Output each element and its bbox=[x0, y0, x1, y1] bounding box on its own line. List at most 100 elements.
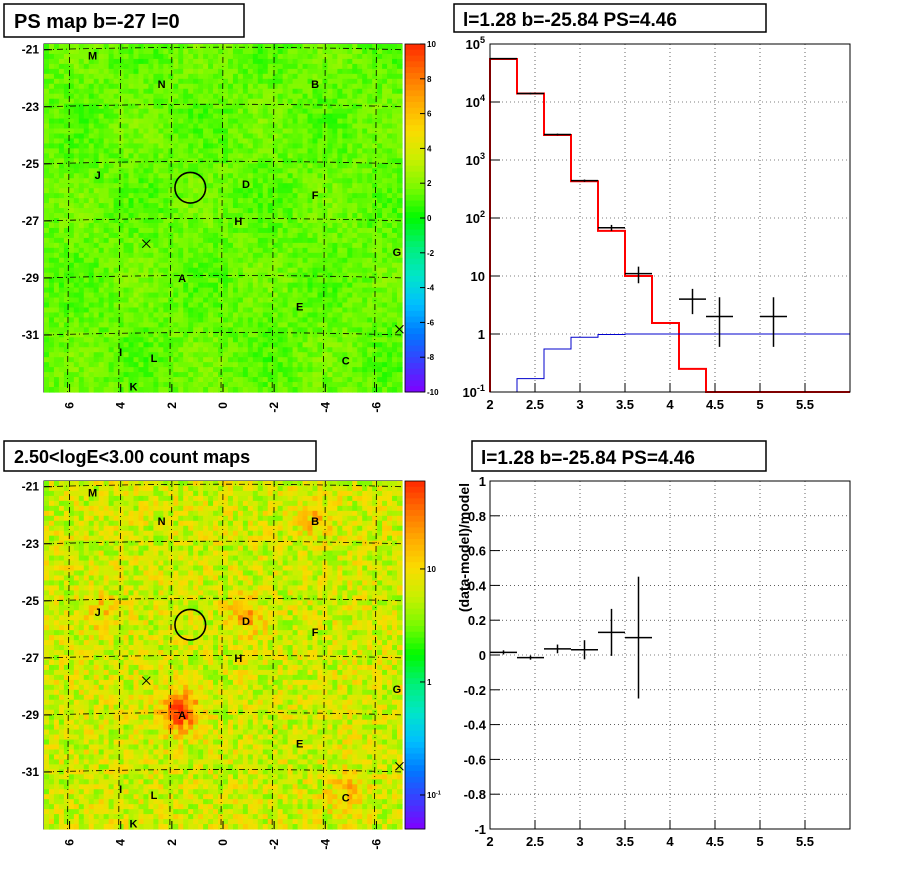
colorbar-tick-label: 0 bbox=[427, 214, 432, 223]
y-tick-label: 0.2 bbox=[468, 613, 486, 628]
source-label: H bbox=[234, 216, 242, 228]
colorbar-tick-label: -8 bbox=[427, 353, 435, 362]
source-label: C bbox=[342, 356, 350, 368]
y-tick-label: 1 bbox=[478, 327, 485, 342]
y-tick-label: -0.6 bbox=[464, 752, 486, 767]
x-tick-label: 4 bbox=[114, 402, 128, 409]
source-label: K bbox=[130, 381, 138, 393]
source-label: M bbox=[88, 50, 97, 62]
colorbar-tick-label: 6 bbox=[427, 110, 432, 119]
x-tick-label: 4 bbox=[114, 839, 128, 846]
y-tick-label: -0.2 bbox=[464, 683, 486, 698]
y-tick-label: -23 bbox=[22, 100, 40, 114]
spectrum-panel: l=1.28 b=-25.84 PS=4.46 2 2.5 3 3.5 4 4.5 5 5.5… bbox=[449, 0, 898, 437]
x-tick-label: 2 bbox=[486, 397, 493, 412]
source-label: N bbox=[158, 79, 166, 91]
y-tick-label: -0.4 bbox=[464, 718, 487, 733]
colorbar-tick-label: 8 bbox=[427, 75, 432, 84]
x-tick-label: 3 bbox=[576, 834, 583, 849]
source-label: D bbox=[242, 179, 250, 191]
y-tick-label: 102 bbox=[465, 209, 485, 226]
x-tick-label: 4 bbox=[666, 834, 674, 849]
source-label: L bbox=[151, 353, 158, 365]
y-axis-label: (data-model)/model bbox=[456, 483, 472, 612]
ps-map-title: PS map b=-27 l=0 bbox=[14, 11, 180, 33]
y-tick-label: -21 bbox=[22, 480, 40, 494]
x-tick-label: 5 bbox=[756, 834, 763, 849]
colorbar-tick-label: 10 bbox=[427, 40, 436, 49]
source-label: G bbox=[393, 684, 402, 696]
source-label: I bbox=[119, 347, 122, 359]
x-tick-label: 2.5 bbox=[526, 834, 544, 849]
x-tick-label: 4.5 bbox=[706, 834, 724, 849]
x-tick-label: 5 bbox=[756, 397, 763, 412]
x-tick-label: 0 bbox=[216, 839, 230, 846]
x-tick-label: 3 bbox=[576, 397, 583, 412]
source-label: A bbox=[178, 710, 186, 722]
y-tick-label: -1 bbox=[474, 822, 486, 837]
colorbar-tick-label: 1 bbox=[427, 678, 432, 687]
x-tick-label: 6 bbox=[63, 839, 77, 846]
source-label: H bbox=[234, 653, 242, 665]
source-label: N bbox=[158, 516, 166, 528]
source-label: J bbox=[95, 170, 101, 182]
x-tick-label: 2.5 bbox=[526, 397, 544, 412]
spectrum-title: l=1.28 b=-25.84 PS=4.46 bbox=[463, 10, 677, 31]
x-tick-label: 3.5 bbox=[616, 834, 634, 849]
x-tick-label: 3.5 bbox=[616, 397, 634, 412]
x-tick-label: -6 bbox=[369, 839, 383, 850]
y-tick-label: 10-1 bbox=[462, 383, 485, 400]
y-tick-label: 105 bbox=[465, 35, 485, 52]
x-tick-label: -4 bbox=[318, 402, 332, 413]
source-label: D bbox=[242, 616, 250, 628]
colorbar-tick-label: 10 bbox=[427, 565, 436, 574]
source-label: B bbox=[311, 516, 319, 528]
x-tick-label: 5.5 bbox=[796, 397, 814, 412]
y-tick-label: -0.8 bbox=[464, 787, 486, 802]
y-tick-label: -23 bbox=[22, 537, 40, 551]
x-tick-label: 2 bbox=[165, 402, 179, 409]
x-tick-label: -6 bbox=[369, 402, 383, 413]
source-label: B bbox=[311, 79, 319, 91]
colorbar-tick-label: 2 bbox=[427, 179, 432, 188]
source-label: J bbox=[95, 607, 101, 619]
y-tick-label: 103 bbox=[465, 151, 485, 168]
colorbar-tick-label: -2 bbox=[427, 249, 435, 258]
y-tick-label: -29 bbox=[22, 271, 40, 285]
y-tick-label: 10 bbox=[471, 269, 485, 284]
y-tick-label: 1 bbox=[479, 474, 486, 489]
x-tick-label: 2 bbox=[486, 834, 493, 849]
residual-title: l=1.28 b=-25.84 PS=4.46 bbox=[481, 448, 695, 469]
colorbar-tick-label: -6 bbox=[427, 318, 435, 327]
source-label: L bbox=[151, 790, 158, 802]
count-map-title: 2.50<logE<3.00 count maps bbox=[14, 447, 250, 467]
y-tick-label: -31 bbox=[22, 328, 40, 342]
y-tick-label: -31 bbox=[22, 765, 40, 779]
x-tick-label: 4.5 bbox=[706, 397, 724, 412]
source-label: F bbox=[312, 627, 319, 639]
y-tick-label: -25 bbox=[22, 157, 40, 171]
x-tick-label: 5.5 bbox=[796, 834, 814, 849]
y-tick-label: -29 bbox=[22, 708, 40, 722]
x-tick-label: 6 bbox=[63, 402, 77, 409]
colorbar-tick-label: -10 bbox=[427, 388, 439, 397]
x-tick-label: 0 bbox=[216, 402, 230, 409]
y-tick-label: 104 bbox=[465, 93, 485, 110]
x-tick-label: 4 bbox=[666, 397, 674, 412]
colorbar-tick-label: -4 bbox=[427, 284, 435, 293]
source-label: I bbox=[119, 784, 122, 796]
source-label: A bbox=[178, 273, 186, 285]
source-label: K bbox=[130, 818, 138, 830]
source-label: E bbox=[296, 738, 303, 750]
y-tick-label: -25 bbox=[22, 594, 40, 608]
x-tick-label: -4 bbox=[318, 839, 332, 850]
source-label: F bbox=[312, 190, 319, 202]
colorbar-tick-label: 10-1 bbox=[427, 790, 441, 800]
source-label: G bbox=[393, 247, 402, 259]
y-tick-label: -27 bbox=[22, 214, 40, 228]
step-histogram bbox=[490, 59, 850, 392]
